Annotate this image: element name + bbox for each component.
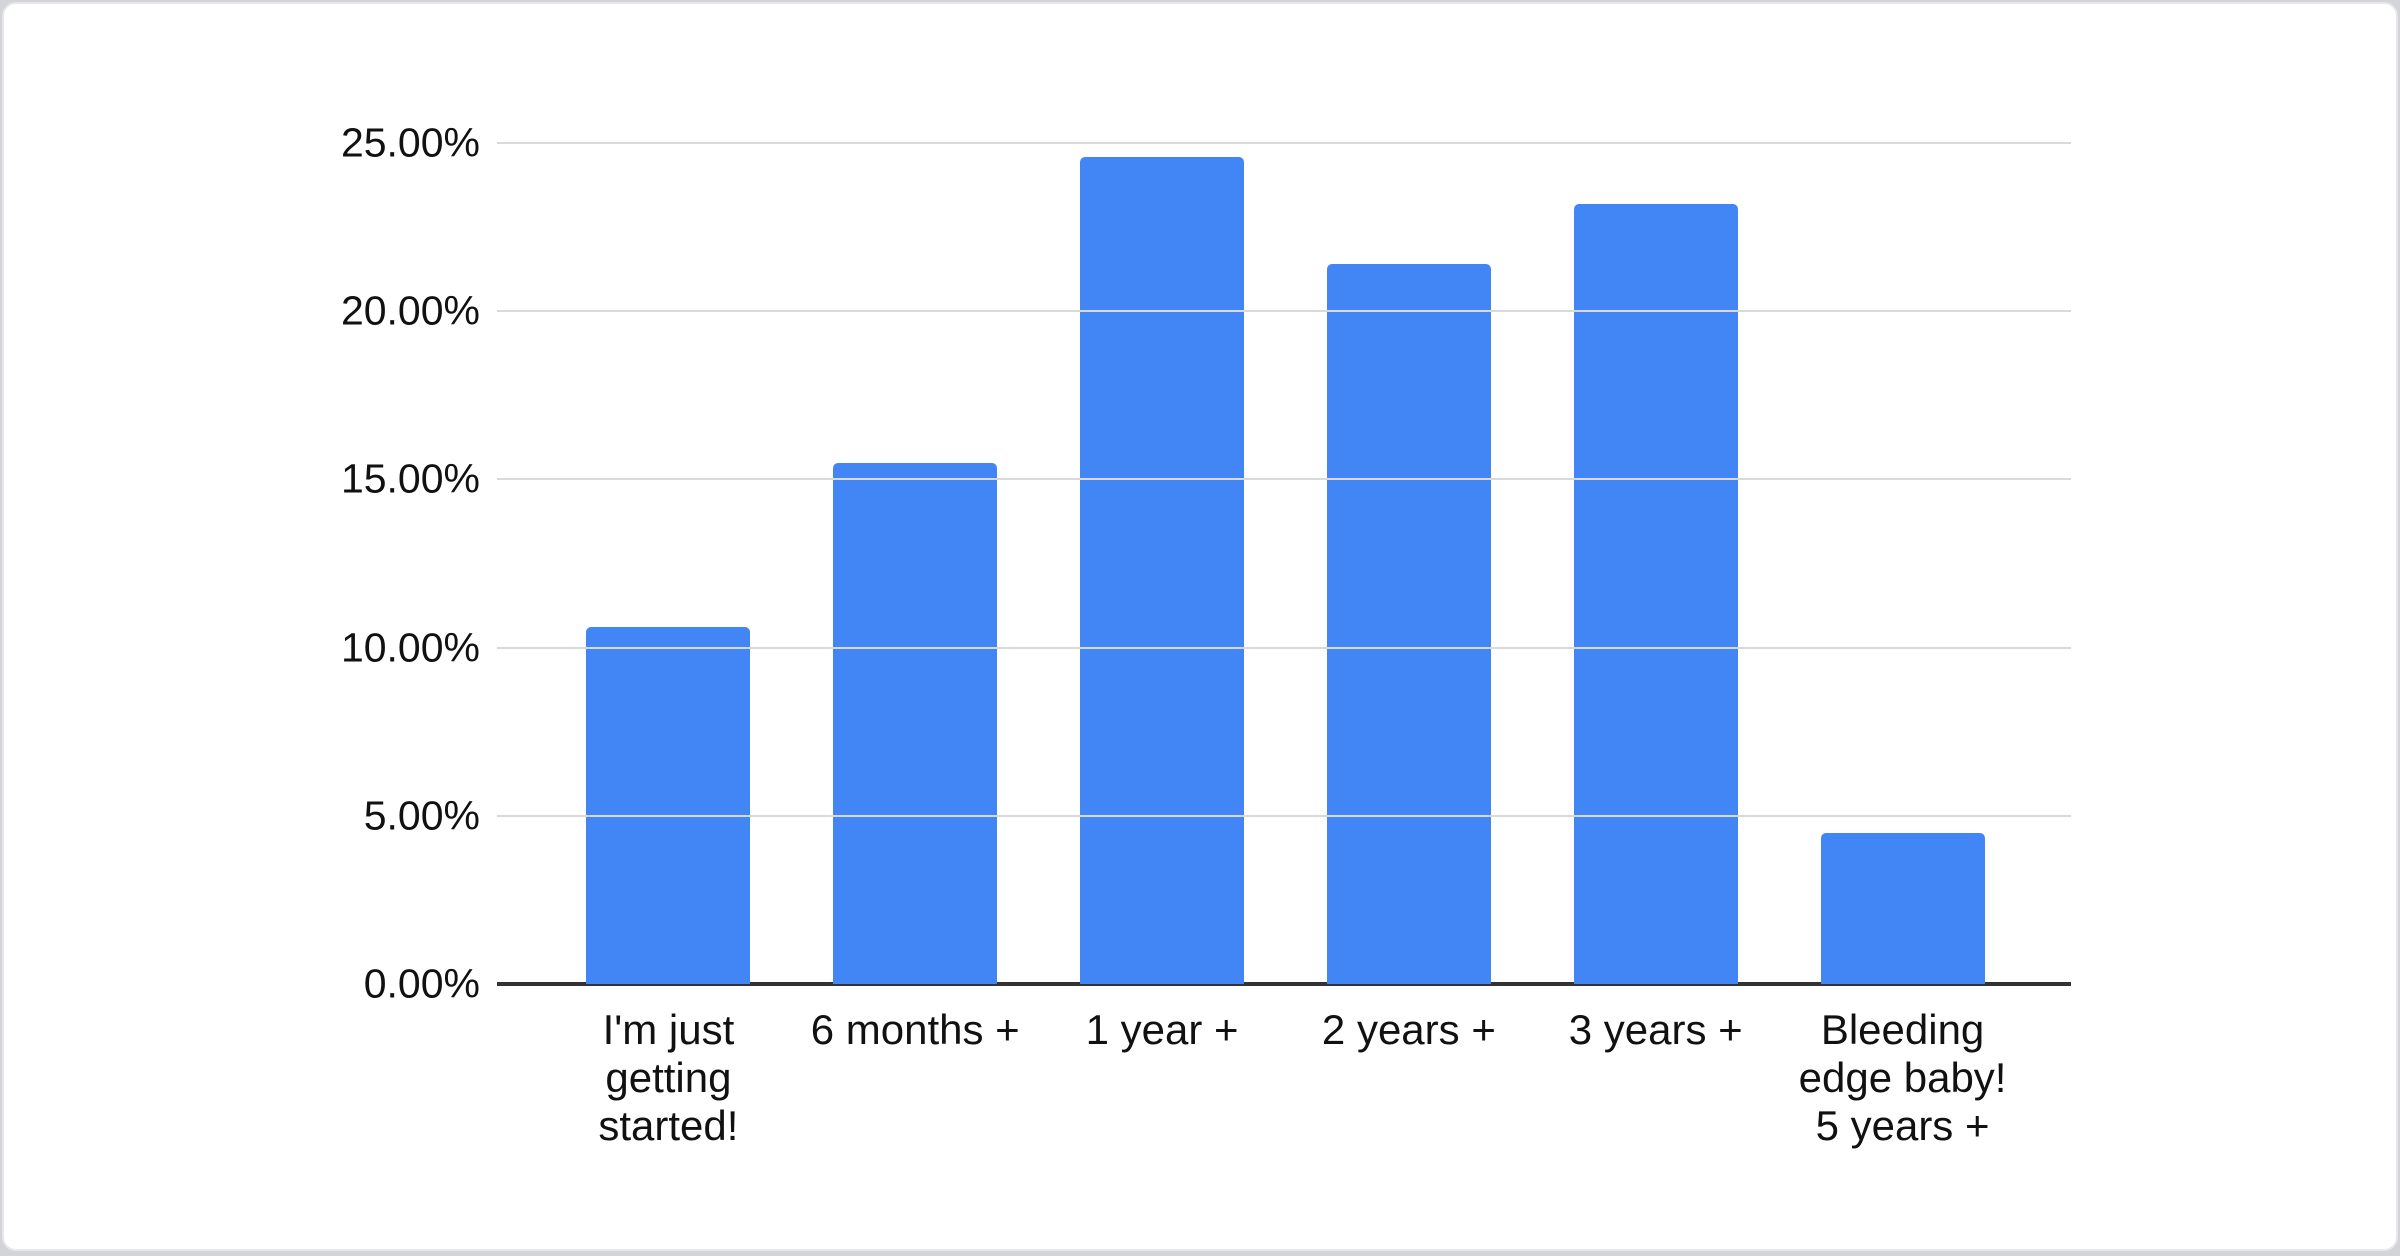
bar-slot bbox=[1779, 143, 2026, 984]
bar-slot bbox=[545, 143, 792, 984]
bar-slot bbox=[1285, 143, 1532, 984]
y-tick-label: 15.00% bbox=[340, 455, 480, 502]
gridline bbox=[497, 478, 2071, 481]
bar-series bbox=[545, 143, 2026, 984]
gridline bbox=[497, 310, 2071, 313]
gridline bbox=[497, 646, 2071, 649]
x-category-label: Bleeding edge baby! 5 years + bbox=[1798, 1006, 2007, 1149]
bar-5[interactable] bbox=[1573, 203, 1738, 984]
x-category-label: 1 year + bbox=[1085, 1006, 1239, 1053]
x-axis-labels: I'm just getting started! 6 months + 1 yea… bbox=[545, 1006, 2026, 1150]
y-tick-label: 10.00% bbox=[340, 624, 480, 671]
y-tick-label: 25.00% bbox=[340, 119, 480, 166]
bar-4[interactable] bbox=[1326, 264, 1491, 984]
bar-2[interactable] bbox=[833, 462, 998, 984]
bar-slot bbox=[1039, 143, 1286, 984]
x-category-label: 6 months + bbox=[810, 1006, 1020, 1053]
bar-chart: I'm just getting started! 6 months + 1 yea… bbox=[341, 120, 2071, 1149]
x-axis-line bbox=[497, 982, 2071, 986]
y-tick-label: 0.00% bbox=[363, 960, 480, 1007]
gridline bbox=[497, 814, 2071, 817]
bar-6[interactable] bbox=[1820, 832, 1985, 984]
x-category-label: 3 years + bbox=[1568, 1006, 1743, 1053]
bar-1[interactable] bbox=[586, 627, 751, 984]
y-tick-label: 5.00% bbox=[363, 792, 480, 839]
gridline bbox=[497, 142, 2071, 144]
bar-slot bbox=[792, 143, 1039, 984]
bar-3[interactable] bbox=[1080, 156, 1245, 984]
x-category-label: I'm just getting started! bbox=[598, 1006, 739, 1149]
x-category-label: 2 years + bbox=[1321, 1006, 1496, 1053]
y-tick-label: 20.00% bbox=[340, 287, 480, 334]
bar-slot bbox=[1532, 143, 1779, 984]
